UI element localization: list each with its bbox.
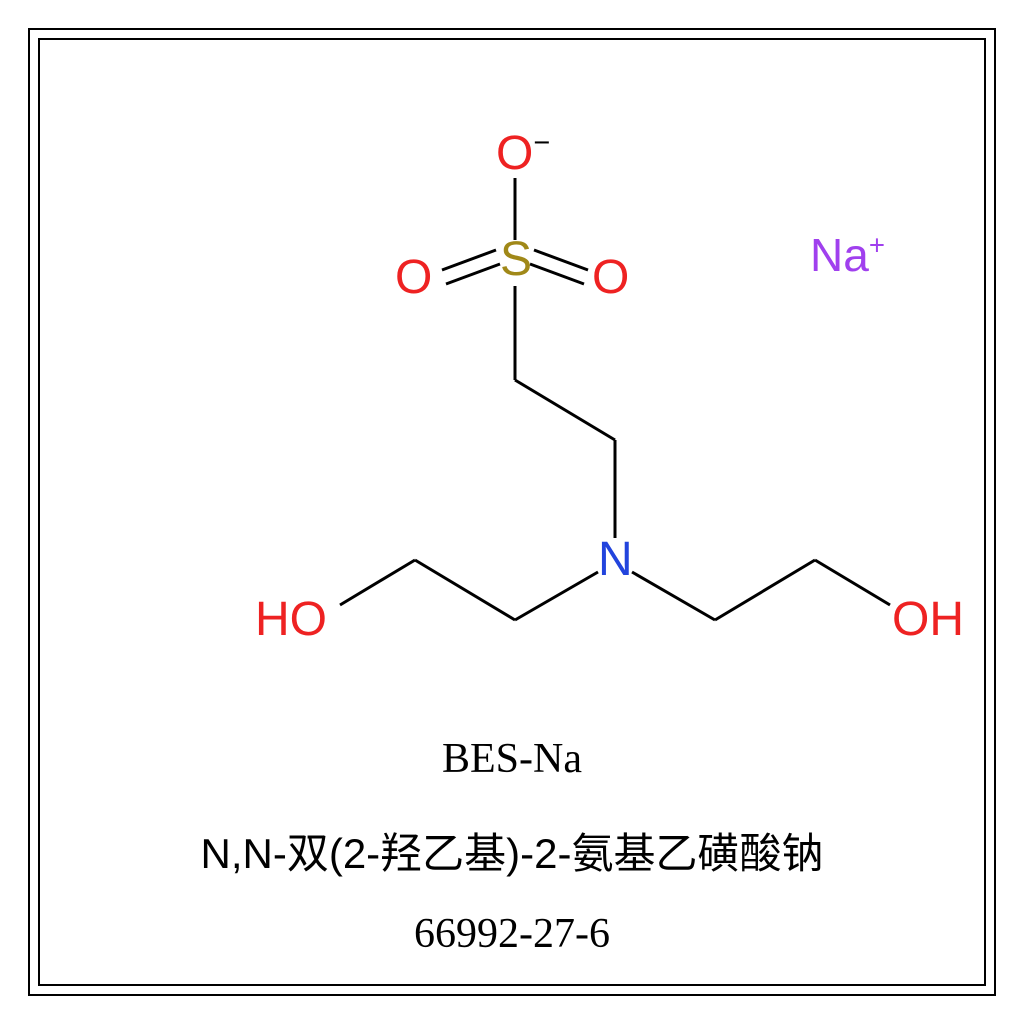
caption-full-name: N,N-双(2-羟乙基)-2-氨基乙磺酸钠 xyxy=(0,820,1024,881)
atom-HO-left: HO xyxy=(255,592,327,647)
atom-O-top: O− xyxy=(496,126,550,181)
atom-O-left: O xyxy=(395,250,432,305)
caption-short-name: BES-Na xyxy=(0,735,1024,783)
atom-O-right: O xyxy=(592,250,629,305)
atom-N: N xyxy=(598,532,633,587)
atom-OH-right: OH xyxy=(892,592,964,647)
caption-cas-number: 66992-27-6 xyxy=(0,910,1024,958)
atom-Na: Na+ xyxy=(810,228,885,282)
atom-S: S xyxy=(500,232,532,287)
chemical-structure: S O− O O N HO OH Na+ xyxy=(60,70,960,670)
